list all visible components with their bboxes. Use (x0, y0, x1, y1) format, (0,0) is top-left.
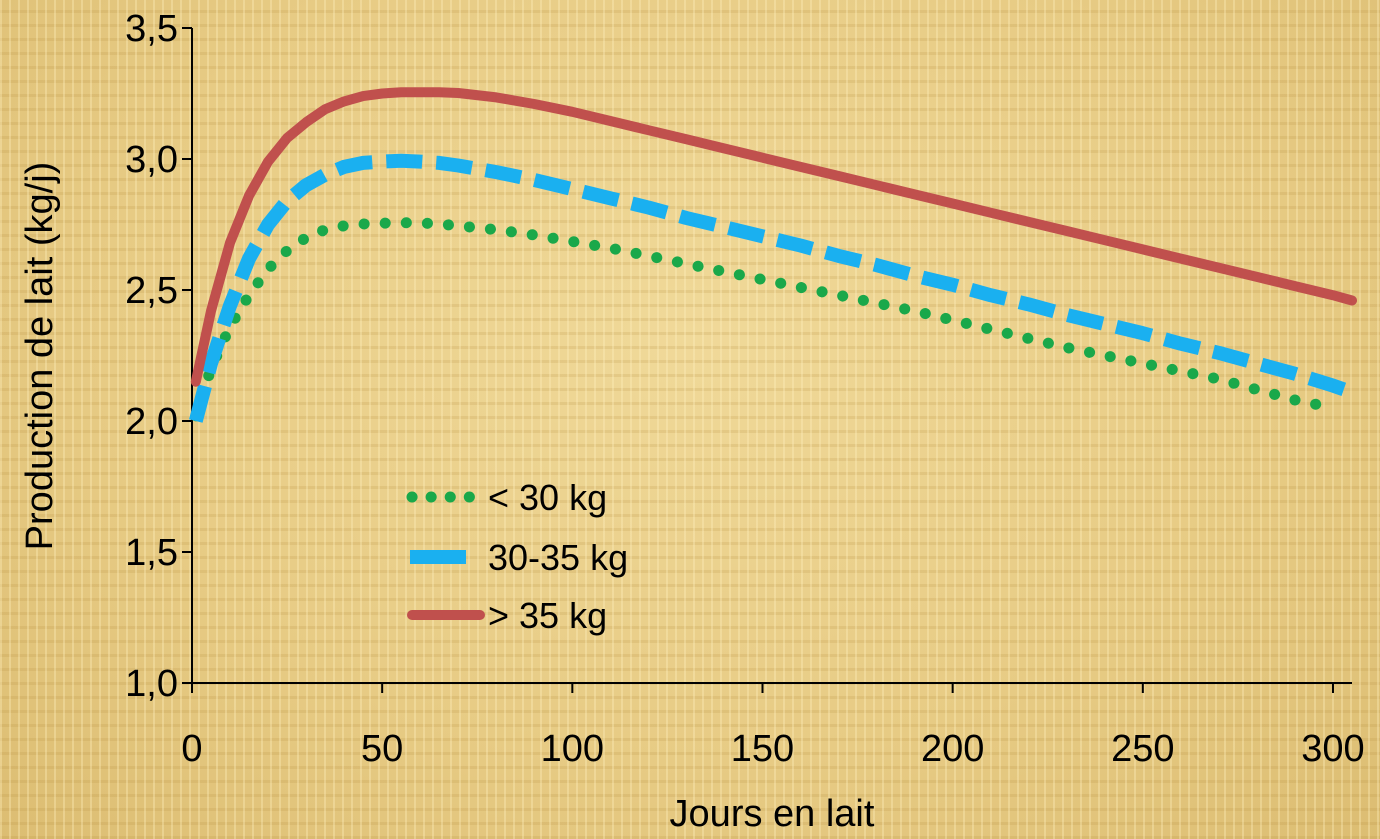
x-axis-title: Jours en lait (670, 793, 875, 835)
legend-label-3: > 35 kg (488, 595, 607, 636)
y-tick-label: 3,5 (125, 8, 178, 50)
legend-label-2: 30-35 kg (488, 537, 628, 578)
x-tick-label: 300 (1301, 728, 1364, 770)
x-tick-label: 200 (921, 728, 984, 770)
x-tick-label: 50 (361, 728, 403, 770)
y-tick-label: 2,0 (125, 401, 178, 443)
y-axis-title: Production de lait (kg/j) (19, 162, 61, 551)
axes: 1,0 1,5 2,0 2,5 3,0 3,5 0 50 100 150 200 250 300 (125, 8, 1365, 770)
series-line-2 (189, 153, 1355, 423)
x-tick-label: 150 (731, 728, 794, 770)
y-tick-label: 2,5 (125, 270, 178, 312)
x-tick-label: 100 (541, 728, 604, 770)
y-tick-label: 3,0 (125, 139, 178, 181)
x-ticks: 0 50 100 150 200 250 300 (181, 683, 1365, 770)
legend-label-1: < 30 kg (488, 477, 607, 518)
y-ticks: 1,0 1,5 2,0 2,5 3,0 3,5 (125, 8, 192, 705)
y-tick-label: 1,0 (125, 663, 178, 705)
x-tick-label: 0 (181, 728, 202, 770)
y-tick-label: 1,5 (125, 532, 178, 574)
legend: < 30 kg 30-35 kg > 35 kg (406, 477, 628, 636)
x-tick-label: 250 (1111, 728, 1174, 770)
series-line-3 (190, 87, 1357, 387)
series-layer (189, 87, 1357, 423)
